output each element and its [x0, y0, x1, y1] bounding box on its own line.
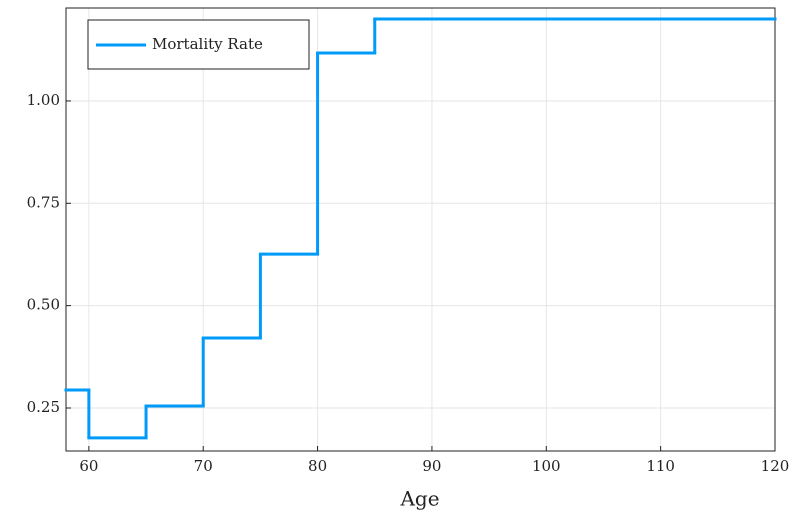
x-tick-label: 100 — [532, 457, 561, 475]
x-tick-label: 90 — [422, 457, 441, 475]
x-tick-label: 110 — [646, 457, 675, 475]
legend-label: Mortality Rate — [152, 35, 263, 53]
x-tick-label: 60 — [79, 457, 98, 475]
x-axis-label: Age — [399, 487, 439, 511]
plot-frame — [65, 7, 776, 452]
x-tick-label: 70 — [194, 457, 213, 475]
y-tick-label: 1.00 — [27, 91, 60, 109]
y-tick-label: 0.75 — [27, 193, 60, 211]
x-tick-label: 80 — [308, 457, 327, 475]
y-tick-label: 0.50 — [27, 296, 60, 314]
y-tick-label: 0.25 — [27, 398, 60, 416]
x-tick-label: 120 — [761, 457, 790, 475]
series — [64, 17, 777, 440]
